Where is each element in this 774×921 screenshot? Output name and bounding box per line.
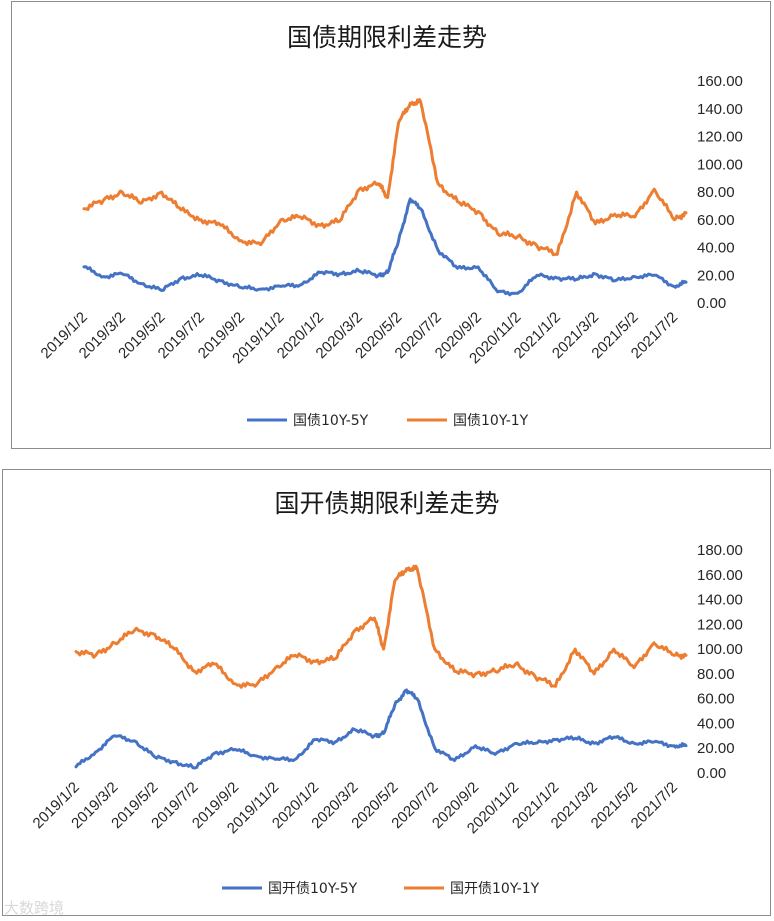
y-tick-label: 80.00 [697,184,735,201]
y-tick-label: 0.00 [697,765,726,782]
chart-panel-1: 国债期限利差走势 160.00 140.00 120.00 100.00 80.00 60.… [0,0,774,452]
legend-label-1: 国债10Y-5Y [293,413,369,429]
y-tick-label: 40.00 [697,715,735,732]
y-tick-label: 140.00 [697,101,743,118]
y-tick-label: 160.00 [697,73,743,90]
chart-title: 国债期限利差走势 [287,23,487,52]
chart-frame [2,469,771,916]
y-tick-label: 120.00 [697,129,743,146]
chart-panel-2: 国开债期限利差走势 180.00 160.00 140.00 120.00 100.00 8… [0,468,774,921]
series-line-1 [82,197,688,297]
y-tick-label: 160.00 [697,567,743,584]
series-line-1 [74,688,688,770]
y-tick-label: 60.00 [697,691,735,708]
y-tick-label: 20.00 [697,740,735,757]
y-tick-label: 180.00 [697,542,743,559]
chart-title: 国开债期限利差走势 [274,489,499,518]
y-tick-label: 120.00 [697,616,743,633]
watermark: 大数跨境 [4,899,65,917]
legend-label-2: 国债10Y-1Y [453,413,529,429]
y-tick-label: 140.00 [697,592,743,609]
y-tick-label: 80.00 [697,666,735,683]
y-tick-label: 40.00 [697,240,735,257]
chart-1-svg: 国债期限利差走势 160.00 140.00 120.00 100.00 80.00 60.… [11,1,771,449]
y-tick-label: 60.00 [697,212,735,229]
series-line-2 [82,98,688,257]
chart-frame [11,1,771,449]
legend-label-1: 国开债10Y-5Y [268,881,358,897]
series-line-2 [74,564,688,689]
y-tick-label: 20.00 [697,267,735,284]
y-tick-label: 0.00 [697,295,726,312]
y-tick-label: 100.00 [697,156,743,173]
legend-label-2: 国开债10Y-1Y [450,881,540,897]
chart-2-svg: 国开债期限利差走势 180.00 160.00 140.00 120.00 100.00 8… [2,469,771,916]
y-tick-label: 100.00 [697,641,743,658]
